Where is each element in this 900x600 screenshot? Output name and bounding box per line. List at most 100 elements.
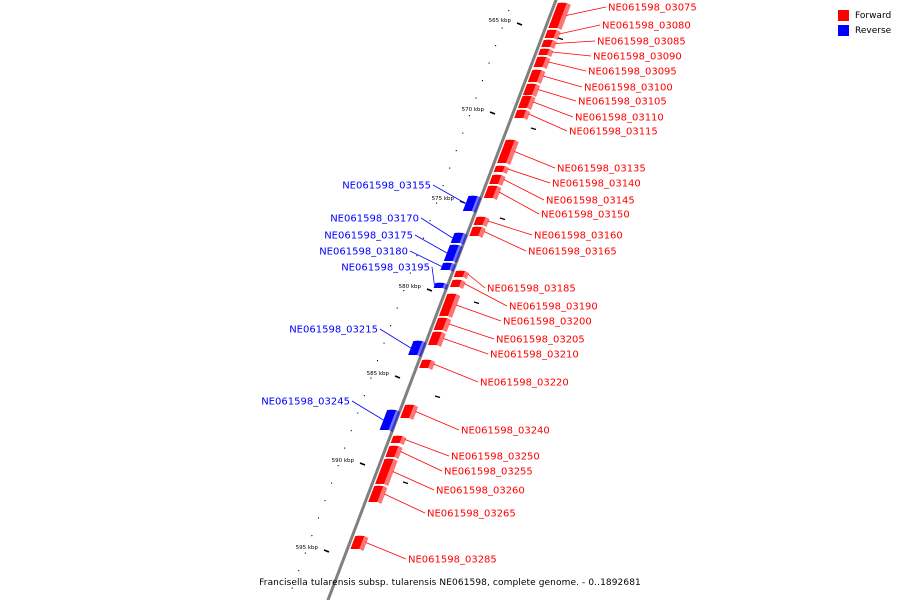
leader-line <box>414 234 448 254</box>
forward-gene-label: NE061598_03150 <box>541 210 630 221</box>
leader-line <box>432 184 466 204</box>
scale-minor-tick <box>324 500 326 502</box>
leader-line <box>455 304 502 322</box>
forward-gene-label: NE061598_03240 <box>461 426 550 437</box>
forward-gene <box>453 270 470 279</box>
scale-minor-tick <box>416 255 418 257</box>
forward-gene <box>385 445 403 459</box>
scale-label: 595 kbp <box>296 545 319 551</box>
forward-gene <box>493 165 509 174</box>
reverse-gene <box>408 340 427 357</box>
scale-major-tick <box>394 375 401 379</box>
scale-minor-tick <box>495 45 497 47</box>
inner-tick <box>499 217 506 221</box>
scale-minor-tick <box>311 535 313 537</box>
scale-minor-tick <box>363 395 365 397</box>
scale-minor-tick <box>488 62 490 64</box>
scale-minor-tick <box>462 132 464 134</box>
scale-minor-tick <box>468 115 470 117</box>
leader-line <box>514 151 556 169</box>
leader-line <box>507 168 551 184</box>
forward-gene-label: NE061598_03140 <box>552 179 641 190</box>
reverse-gene-label: NE061598_03215 <box>289 325 378 336</box>
leader-line <box>409 250 442 267</box>
reverse-gene <box>433 282 449 290</box>
scale-minor-tick <box>409 272 411 274</box>
scale-major-tick <box>323 549 330 553</box>
scale-minor-tick <box>508 10 510 12</box>
leader-line <box>533 101 574 118</box>
scale-minor-tick <box>390 325 392 327</box>
forward-gene-label: NE061598_03105 <box>578 97 667 108</box>
gene-labels: NE061598_03075 NE061598_03080 NE061598_030… <box>261 3 697 566</box>
leader-line <box>431 266 435 286</box>
forward-gene-label: NE061598_03100 <box>584 83 673 94</box>
forward-gene-label: NE061598_03085 <box>597 37 686 48</box>
forward-gene <box>449 279 466 289</box>
forward-gene <box>548 2 571 30</box>
reverse-gene-label: NE061598_03175 <box>324 231 413 242</box>
forward-gene-label: NE061598_03210 <box>490 350 579 361</box>
forward-gene <box>522 83 541 97</box>
scale-minor-tick <box>317 517 319 519</box>
forward-gene <box>375 458 398 486</box>
forward-gene-label: NE061598_03095 <box>588 67 677 78</box>
scale-minor-tick <box>304 552 306 554</box>
scale-major-tick <box>489 111 496 115</box>
forward-gene <box>514 109 531 120</box>
scale-minor-tick <box>298 570 300 572</box>
scale-major-tick <box>516 22 523 26</box>
inner-tick <box>402 481 409 485</box>
reverse-gene <box>443 244 463 263</box>
scale-minor-tick <box>377 360 378 362</box>
leader-line <box>379 328 411 349</box>
forward-gene-label: NE061598_03080 <box>602 21 691 32</box>
leader-line <box>420 217 453 239</box>
leader-line <box>498 191 540 215</box>
forward-gene <box>489 174 506 186</box>
forward-gene <box>473 216 490 227</box>
scale-minor-tick <box>442 185 444 187</box>
reverse-gene <box>450 232 468 245</box>
scale-label: 580 kbp <box>399 284 422 290</box>
leader-line <box>548 61 587 72</box>
scale-minor-tick <box>396 307 398 309</box>
leader-line <box>448 323 495 340</box>
gene-features <box>350 2 571 551</box>
scale-minor-tick <box>449 167 451 169</box>
forward-gene-label: NE061598_03165 <box>528 247 617 258</box>
reverse-gene-label: NE061598_03155 <box>342 181 431 192</box>
forward-gene-label: NE061598_03220 <box>480 378 569 389</box>
scale-label: 575 kbp <box>432 196 455 202</box>
leader-line <box>528 113 568 132</box>
leader-line <box>464 283 508 307</box>
leader-line <box>555 40 596 44</box>
leader-line <box>433 363 479 383</box>
scale-minor-tick <box>475 97 477 99</box>
forward-gene-label: NE061598_03250 <box>451 452 540 463</box>
forward-gene-label: NE061598_03265 <box>427 509 516 520</box>
reverse-gene <box>379 409 401 432</box>
leader-line <box>351 400 384 421</box>
forward-gene <box>538 48 554 57</box>
forward-gene <box>433 317 452 332</box>
forward-gene <box>427 331 446 347</box>
legend-item-reverse: Reverse <box>838 23 891 38</box>
scale-label: 590 kbp <box>332 458 355 464</box>
forward-gene-label: NE061598_03075 <box>608 3 697 14</box>
scale-minor-tick <box>403 290 405 292</box>
forward-gene-label: NE061598_03205 <box>496 335 585 346</box>
forward-gene-label: NE061598_03185 <box>487 284 576 295</box>
scale-minor-tick <box>436 202 438 204</box>
forward-gene <box>368 485 388 504</box>
forward-gene <box>527 69 546 84</box>
forward-gene <box>544 29 561 40</box>
forward-gene <box>438 293 461 318</box>
reverse-gene-label: NE061598_03170 <box>330 214 419 225</box>
scale-minor-tick <box>422 237 424 239</box>
label-leaders <box>351 6 607 560</box>
forward-gene <box>350 535 369 551</box>
scale-minor-tick <box>357 412 359 414</box>
forward-gene-label: NE061598_03255 <box>444 467 533 478</box>
